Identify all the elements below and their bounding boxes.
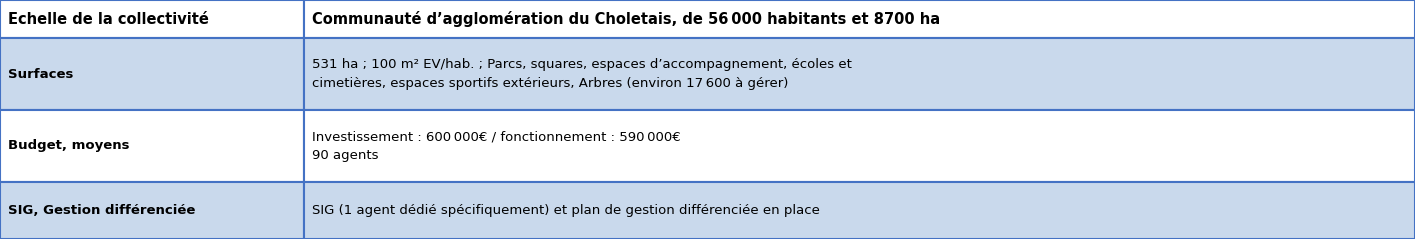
Bar	[304, 110, 1415, 182]
Text: SIG, Gestion différenciée: SIG, Gestion différenciée	[8, 204, 195, 217]
Text: SIG (1 agent dédié spécifiquement) et plan de gestion différenciée en place: SIG (1 agent dédié spécifiquement) et pl…	[313, 204, 821, 217]
Bar	[0, 38, 304, 110]
Bar	[0, 182, 304, 239]
Bar	[0, 110, 304, 182]
Bar	[0, 0, 304, 38]
Text: 531 ha ; 100 m² EV/hab. ; Parcs, squares, espaces d’accompagnement, écoles et
ci: 531 ha ; 100 m² EV/hab. ; Parcs, squares…	[313, 58, 852, 90]
Text: Budget, moyens: Budget, moyens	[8, 140, 130, 152]
Text: Surfaces: Surfaces	[8, 67, 74, 81]
Text: Echelle de la collectivité: Echelle de la collectivité	[8, 11, 209, 27]
Bar	[304, 38, 1415, 110]
Bar	[304, 0, 1415, 38]
Bar	[304, 182, 1415, 239]
Text: Communauté d’agglomération du Choletais, de 56 000 habitants et 8700 ha: Communauté d’agglomération du Choletais,…	[313, 11, 941, 27]
Text: Investissement : 600 000€ / fonctionnement : 590 000€
90 agents: Investissement : 600 000€ / fonctionneme…	[313, 130, 681, 162]
